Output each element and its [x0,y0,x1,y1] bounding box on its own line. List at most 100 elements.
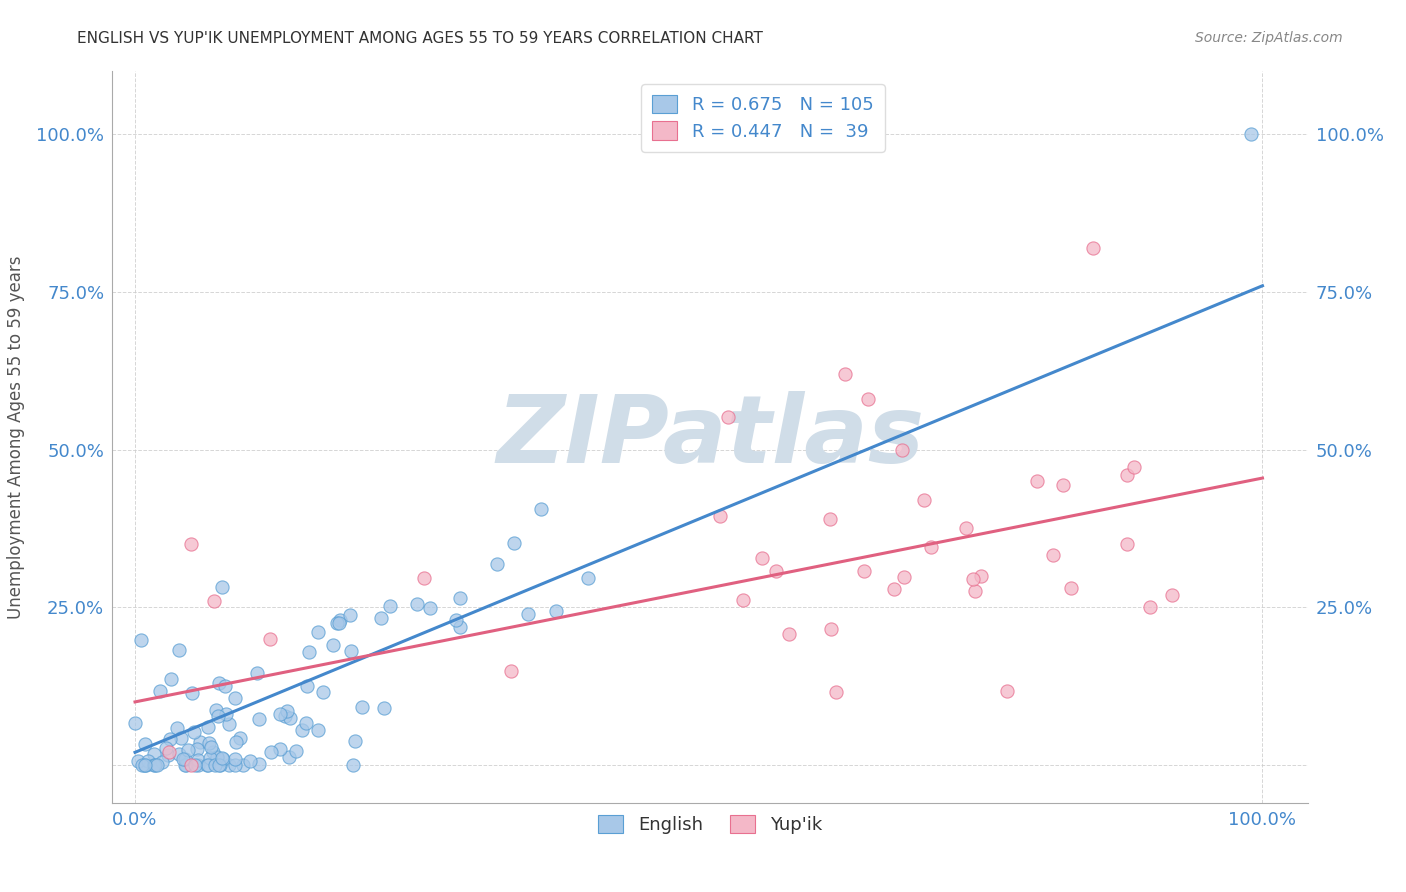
Point [200,751,222,765]
Point [1026,474,1049,488]
Point [307,624,329,639]
Point [291,723,314,737]
Point [419,601,441,615]
Point [228,731,250,745]
Point [852,565,875,579]
Point [205,750,228,764]
Point [1060,582,1083,596]
Point [298,645,321,659]
Y-axis label: Unemployment Among Ages 55 to 59 years: Unemployment Among Ages 55 to 59 years [7,255,25,619]
Point [211,580,233,594]
Point [731,592,754,607]
Point [224,758,246,772]
Point [329,613,352,627]
Point [1139,600,1161,615]
Point [350,700,373,714]
Point [502,536,524,550]
Point [276,704,298,718]
Point [280,711,302,725]
Point [778,627,800,641]
Point [285,744,308,758]
Legend: English, Yup'ik: English, Yup'ik [591,807,830,841]
Point [174,752,197,766]
Point [530,502,553,516]
Point [834,367,856,381]
Point [155,741,177,756]
Point [890,442,912,457]
Point [204,758,226,772]
Point [207,709,229,723]
Point [131,758,153,772]
Point [211,752,233,766]
Point [1161,588,1184,602]
Point [1115,468,1137,483]
Point [893,570,915,584]
Point [124,716,146,731]
Point [209,758,232,772]
Point [187,753,209,767]
Point [136,754,159,768]
Point [307,723,329,738]
Point [180,537,202,551]
Point [208,676,231,690]
Point [259,632,281,646]
Point [200,740,222,755]
Point [820,622,842,636]
Point [328,615,350,630]
Point [247,713,270,727]
Point [134,758,156,772]
Point [486,558,509,572]
Point [856,392,879,407]
Point [197,758,219,772]
Point [370,611,392,625]
Point [183,725,205,739]
Point [444,613,467,627]
Point [202,745,225,759]
Point [156,747,179,762]
Point [157,745,180,759]
Point [184,758,207,772]
Point [174,758,197,772]
Point [166,721,188,735]
Point [765,564,787,578]
Point [180,758,202,772]
Point [160,672,183,686]
Point [245,666,267,681]
Point [312,685,335,699]
Point [516,607,538,621]
Point [326,615,349,630]
Point [1116,537,1139,551]
Point [920,541,942,555]
Point [148,683,170,698]
Point [295,715,318,730]
Text: ZIPatlas: ZIPatlas [496,391,924,483]
Point [239,755,262,769]
Point [135,758,157,772]
Point [134,737,156,751]
Point [159,731,181,746]
Point [134,757,156,772]
Point [260,745,283,759]
Point [1052,478,1074,492]
Point [962,572,984,586]
Point [181,686,204,700]
Point [215,706,238,721]
Point [1123,460,1146,475]
Point [449,620,471,634]
Point [202,594,225,608]
Point [339,607,361,622]
Point [578,571,600,585]
Point [205,703,228,717]
Point [818,512,841,526]
Point [188,735,211,749]
Point [501,664,523,678]
Point [150,756,173,770]
Point [449,591,471,605]
Point [269,742,291,756]
Point [406,597,429,611]
Point [912,493,935,508]
Point [277,750,299,764]
Point [145,758,167,772]
Text: Source: ZipAtlas.com: Source: ZipAtlas.com [1195,31,1343,45]
Point [342,758,364,772]
